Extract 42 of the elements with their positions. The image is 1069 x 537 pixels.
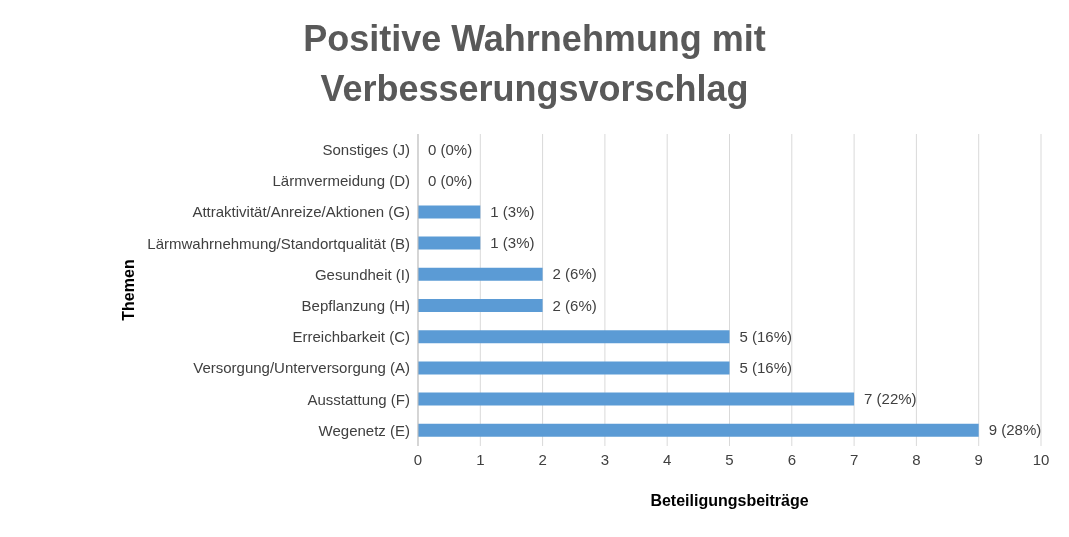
data-label: 2 (6%) <box>552 264 597 285</box>
chart-title: Positive Wahrnehmung mit Verbesserungsvorschlag <box>302 17 767 111</box>
y-axis-title: Themen <box>119 259 137 321</box>
bar <box>418 392 855 406</box>
x-tick-label: 5 <box>725 450 734 468</box>
data-label: 5 (16%) <box>739 326 793 347</box>
y-tick-label: Bepflanzung (H) <box>301 296 410 314</box>
bar <box>418 330 730 344</box>
y-tick-label: Attraktivität/Anreize/Aktionen (G) <box>192 203 410 221</box>
bar <box>418 423 979 437</box>
y-tick-label: Lärmvermeidung (D) <box>272 172 410 190</box>
bar <box>418 267 543 281</box>
x-tick-label: 0 <box>413 450 423 468</box>
y-tick-label: Ausstattung (F) <box>307 390 410 408</box>
x-tick-label: 1 <box>476 450 485 468</box>
data-label: 0 (0%) <box>428 170 473 191</box>
x-tick-label: 3 <box>600 450 610 468</box>
data-label: 2 (6%) <box>552 295 597 316</box>
x-tick-label: 4 <box>663 450 672 468</box>
y-tick-label: Erreichbarkeit (C) <box>292 328 410 346</box>
y-tick-label: Lärmwahrnehmung/Standortqualität (B) <box>147 234 410 252</box>
x-tick-label: 10 <box>1032 450 1050 468</box>
x-tick-label: 7 <box>849 450 859 468</box>
y-tick-label: Gesundheit (I) <box>314 265 410 283</box>
bar <box>418 236 481 250</box>
data-label: 9 (28%) <box>988 420 1042 441</box>
bar <box>418 205 481 219</box>
bar <box>418 361 730 375</box>
data-label: 7 (22%) <box>864 389 917 410</box>
y-tick-label: Wegenetz (E) <box>318 421 410 439</box>
x-axis-title: Beteiligungsbeiträge <box>650 492 809 509</box>
x-tick-label: 2 <box>538 450 547 468</box>
data-label: 1 (3%) <box>490 233 535 254</box>
data-label: 5 (16%) <box>739 358 793 378</box>
data-label: 0 (0%) <box>428 139 473 160</box>
y-tick-label: Sonstiges (J) <box>322 140 410 158</box>
y-tick-label: Versorgung/Unterversorgung (A) <box>193 359 410 377</box>
bar <box>418 299 543 312</box>
data-label: 1 (3%) <box>490 202 535 222</box>
x-tick-label: 6 <box>787 450 796 468</box>
x-tick-label: 8 <box>912 450 921 468</box>
x-tick-label: 9 <box>974 450 983 468</box>
